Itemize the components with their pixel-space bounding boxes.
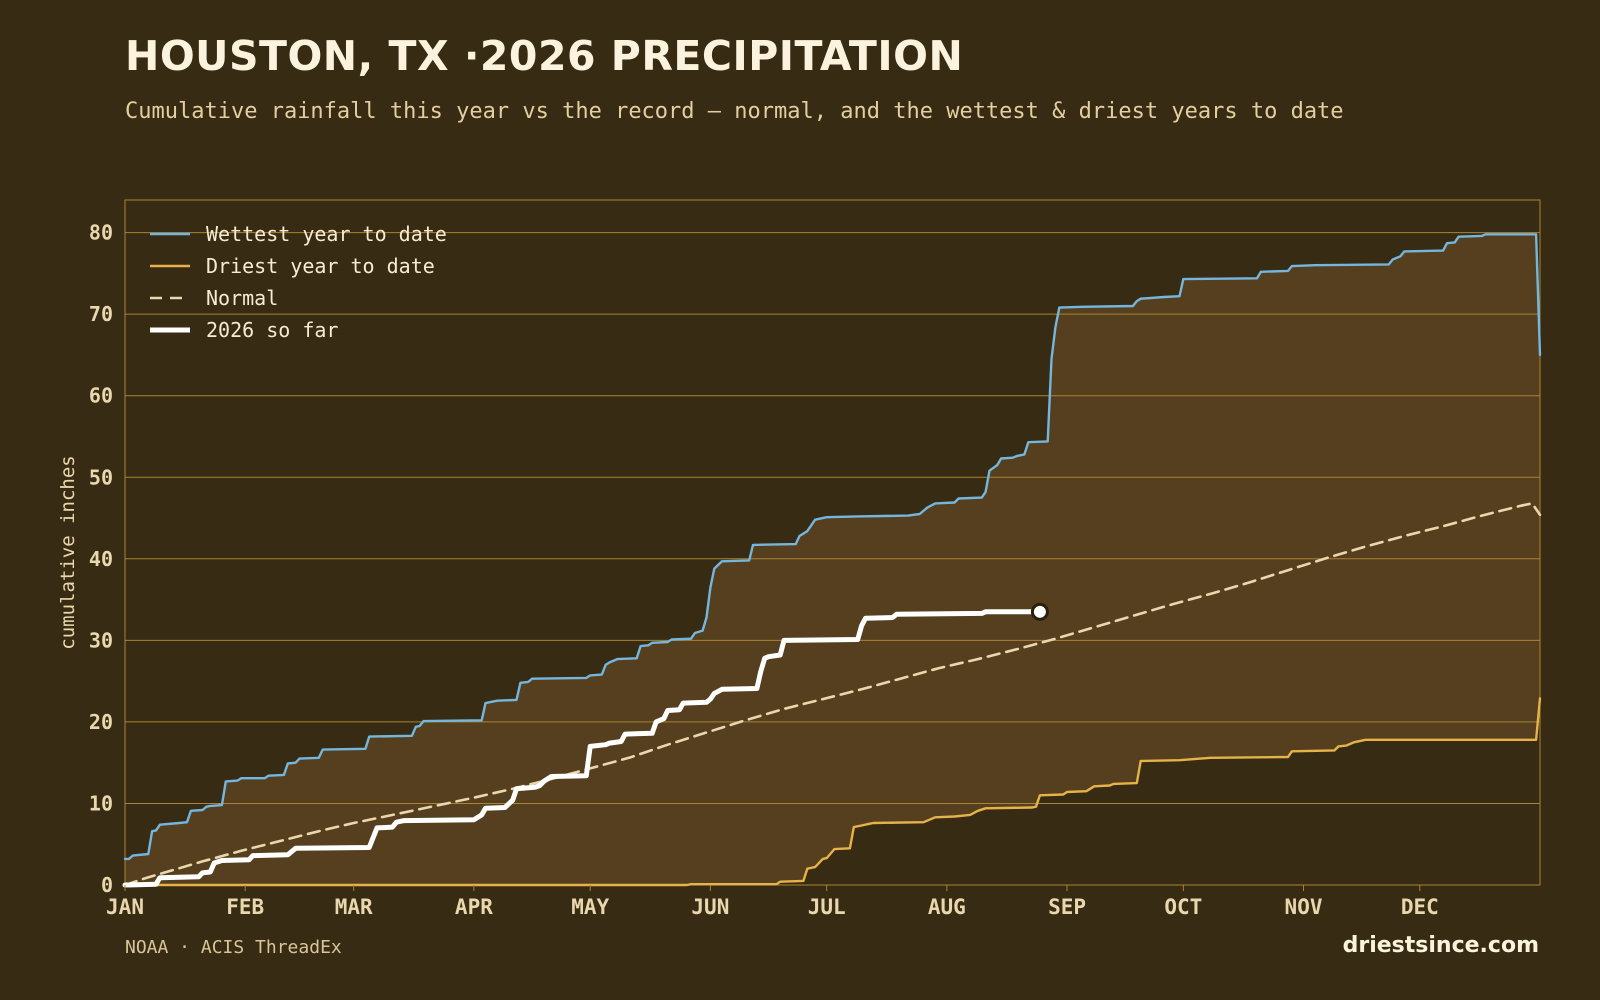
x-tick-label: SEP (1048, 895, 1086, 919)
legend-label-wettest: Wettest year to date (206, 222, 447, 246)
y-tick-label: 80 (89, 221, 113, 245)
x-tick-label: MAR (335, 895, 373, 919)
y-tick-label: 40 (89, 547, 113, 571)
y-tick-label: 60 (89, 384, 113, 408)
y-tick-label: 50 (89, 465, 113, 489)
plot-frame (124, 199, 1541, 886)
series-line-driest (123, 697, 1542, 887)
current-endpoint-marker (1030, 602, 1049, 621)
x-tick-label: JAN (106, 895, 144, 919)
x-tick-label: JUN (691, 895, 729, 919)
legend-label-normal: Normal (206, 286, 278, 310)
page-title: HOUSTON, TX ·2026 PRECIPITATION (125, 32, 964, 80)
axis-layer: 0 10 20 30 40 50 60 70 80 JAN FEB MAR APR MAY JUN JUL AU… (57, 221, 1439, 919)
x-tick-label: MAY (571, 895, 609, 919)
x-tick-label: DEC (1401, 895, 1439, 919)
y-tick-label: 0 (101, 873, 113, 897)
y-axis-label: cumulative inches (57, 455, 79, 649)
page-subtitle: Cumulative rainfall this year vs the rec… (125, 99, 1344, 124)
x-tick-label: OCT (1164, 895, 1202, 919)
y-tick-label: 30 (89, 628, 113, 652)
x-tick-label: AUG (928, 895, 966, 919)
y-tick-label: 10 (89, 791, 113, 815)
y-tick-label: 70 (89, 302, 113, 326)
legend-label-driest: Driest year to date (206, 254, 435, 278)
x-tick-label: JUL (808, 895, 846, 919)
brand-link[interactable]: driestsince.com (1342, 933, 1539, 958)
x-tick-label: FEB (226, 895, 264, 919)
series-line-current (122, 609, 1043, 888)
y-tick-label: 20 (89, 710, 113, 734)
source-note: NOAA · ACIS ThreadEx (125, 937, 342, 958)
grid-layer (124, 199, 1541, 886)
x-tick-label: APR (455, 895, 493, 919)
series-line-normal (123, 502, 1542, 887)
legend-label-current: 2026 so far (206, 318, 338, 342)
series-line-wettest (123, 233, 1542, 861)
x-tick-label: NOV (1285, 895, 1323, 919)
legend: Wettest year to date Driest year to date N… (150, 222, 447, 342)
series-layer (122, 233, 1542, 888)
